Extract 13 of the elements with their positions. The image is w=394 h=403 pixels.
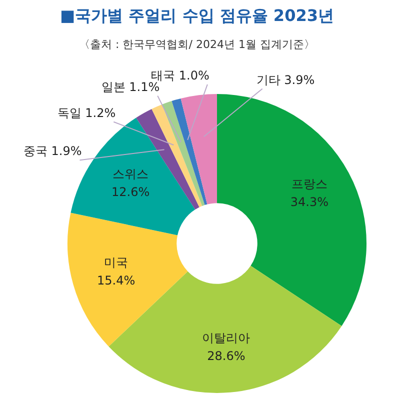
- chart-title: ■국가별 주얼리 수입 점유율 2023년: [59, 5, 335, 27]
- slice-label: 이탈리아: [202, 331, 250, 346]
- slice-label: 프랑스: [291, 176, 328, 191]
- chart-subtitle: 〈출처 : 한국무역협회/ 2024년 1월 집계기준〉: [78, 37, 316, 52]
- data-label: 12.6%: [112, 185, 150, 200]
- slice-label: 중국 1.9%: [23, 144, 82, 158]
- data-label: 34.3%: [290, 194, 328, 209]
- slice-label: 미국: [104, 255, 128, 270]
- data-label: 15.4%: [96, 273, 136, 288]
- slice-label: 독일 1.2%: [57, 106, 116, 120]
- data-label: 28.6%: [207, 349, 246, 364]
- slice-label: 스위스: [112, 167, 149, 182]
- slice-label: 기타 3.9%: [256, 72, 315, 87]
